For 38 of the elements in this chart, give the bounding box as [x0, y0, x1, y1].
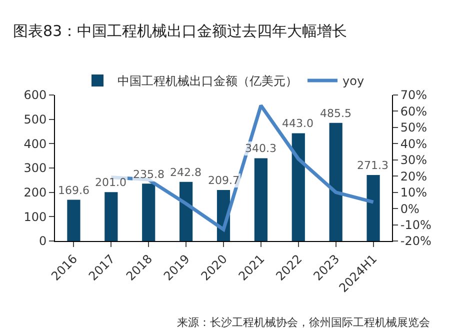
data-label: 209.7	[208, 174, 240, 187]
data-label: 169.6	[58, 184, 90, 197]
y-tick-label: 200	[24, 186, 47, 200]
y2-tick-label: 10%	[400, 186, 428, 200]
y-tick-label: 500	[24, 112, 47, 127]
y2-tick-label: 30%	[400, 153, 428, 168]
source-note: 来源：长沙工程机械协会，徐州国际工程机械展览会	[177, 316, 430, 329]
y2-tick-label: 40%	[400, 136, 428, 151]
y2-tick-label: 20%	[400, 169, 428, 184]
y2-tick-label: 50%	[400, 120, 428, 135]
y-tick-label: 300	[24, 161, 47, 176]
data-label: 271.3	[357, 159, 388, 172]
bar	[254, 158, 268, 241]
y-tick-label: 600	[24, 88, 47, 102]
data-label: 485.5	[320, 107, 352, 120]
bar	[180, 182, 193, 241]
y2-tick-label: -20%	[400, 234, 432, 248]
y2-tick-label: 60%	[400, 104, 428, 118]
data-label: 201.0	[95, 176, 126, 189]
y2-tick-label: -10%	[400, 218, 432, 232]
bar	[67, 200, 80, 241]
y-tick-label: 0	[38, 234, 47, 248]
bar	[292, 133, 305, 241]
data-label: 443.0	[282, 117, 314, 130]
bar	[329, 122, 342, 241]
bar	[366, 174, 380, 241]
data-label: 235.8	[133, 168, 164, 181]
bar	[104, 192, 118, 241]
y-tick-label: 100	[24, 210, 47, 224]
bar	[142, 184, 156, 241]
y-tick-label: 400	[24, 136, 47, 151]
chart-title: 图表83：中国工程机械出口金额过去四年大幅增长	[13, 22, 348, 40]
y2-tick-label: 70%	[400, 88, 428, 102]
legend-label: yoy	[342, 74, 364, 88]
y2-tick-label: 0%	[400, 202, 420, 216]
data-label: 340.3	[245, 142, 276, 155]
data-label: 242.8	[170, 166, 202, 179]
legend-label: 中国工程机械出口金额（亿美元）	[118, 74, 298, 88]
